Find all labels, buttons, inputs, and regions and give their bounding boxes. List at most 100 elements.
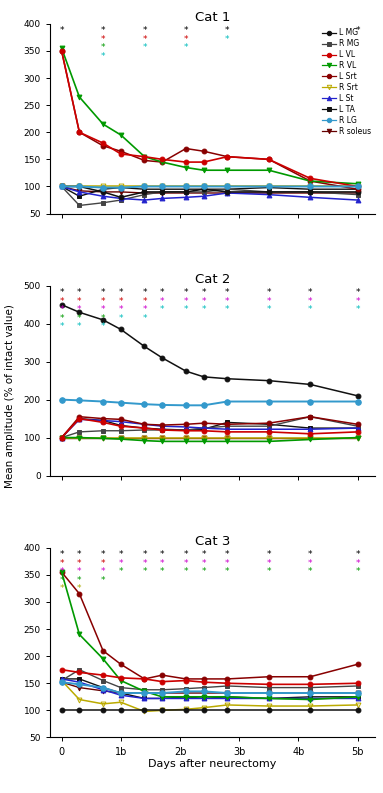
Text: *: * bbox=[201, 567, 206, 577]
Text: *: * bbox=[101, 305, 105, 314]
Text: *: * bbox=[119, 559, 123, 568]
Text: *: * bbox=[308, 567, 313, 577]
Text: *: * bbox=[101, 550, 105, 559]
Text: *: * bbox=[355, 289, 360, 297]
Text: *: * bbox=[142, 289, 147, 297]
Text: *: * bbox=[225, 297, 230, 306]
Text: *: * bbox=[119, 289, 123, 297]
Text: *: * bbox=[201, 305, 206, 314]
Text: *: * bbox=[101, 44, 105, 52]
Text: *: * bbox=[184, 559, 188, 568]
Text: *: * bbox=[142, 44, 147, 52]
Text: *: * bbox=[355, 26, 360, 36]
Text: *: * bbox=[355, 305, 360, 314]
Text: *: * bbox=[77, 297, 82, 306]
Text: *: * bbox=[59, 559, 64, 568]
Text: *: * bbox=[225, 26, 230, 36]
Text: *: * bbox=[77, 289, 82, 297]
Text: *: * bbox=[184, 26, 188, 36]
Text: *: * bbox=[184, 44, 188, 52]
Text: *: * bbox=[119, 305, 123, 314]
Text: *: * bbox=[184, 550, 188, 559]
Text: *: * bbox=[201, 550, 206, 559]
Text: *: * bbox=[101, 559, 105, 568]
Text: *: * bbox=[355, 550, 360, 559]
Text: *: * bbox=[77, 567, 82, 577]
Text: *: * bbox=[59, 584, 64, 593]
Text: *: * bbox=[308, 289, 313, 297]
Text: *: * bbox=[142, 550, 147, 559]
Text: *: * bbox=[59, 297, 64, 306]
Text: *: * bbox=[59, 567, 64, 577]
Text: *: * bbox=[77, 550, 82, 559]
Text: *: * bbox=[267, 289, 271, 297]
Text: *: * bbox=[142, 26, 147, 36]
Text: *: * bbox=[101, 314, 105, 323]
Text: *: * bbox=[355, 567, 360, 577]
Text: *: * bbox=[59, 26, 64, 36]
Text: *: * bbox=[101, 26, 105, 36]
Text: *: * bbox=[119, 550, 123, 559]
Text: *: * bbox=[59, 323, 64, 331]
Text: *: * bbox=[101, 35, 105, 44]
Text: *: * bbox=[201, 289, 206, 297]
Text: *: * bbox=[160, 297, 165, 306]
Text: *: * bbox=[59, 289, 64, 297]
Text: *: * bbox=[267, 550, 271, 559]
Text: *: * bbox=[101, 567, 105, 577]
Text: *: * bbox=[59, 550, 64, 559]
Text: *: * bbox=[225, 559, 230, 568]
Text: Mean amplitude (% of intact value): Mean amplitude (% of intact value) bbox=[5, 305, 15, 488]
Text: *: * bbox=[225, 35, 230, 44]
Text: *: * bbox=[77, 576, 82, 585]
Text: *: * bbox=[142, 314, 147, 323]
Text: *: * bbox=[160, 550, 165, 559]
Text: *: * bbox=[101, 323, 105, 331]
Text: *: * bbox=[184, 297, 188, 306]
Text: *: * bbox=[59, 314, 64, 323]
Text: *: * bbox=[142, 559, 147, 568]
Text: *: * bbox=[119, 567, 123, 577]
Text: *: * bbox=[201, 559, 206, 568]
Text: *: * bbox=[184, 289, 188, 297]
Text: *: * bbox=[355, 559, 360, 568]
Text: *: * bbox=[77, 559, 82, 568]
Text: *: * bbox=[267, 559, 271, 568]
Text: *: * bbox=[119, 297, 123, 306]
Text: *: * bbox=[101, 289, 105, 297]
Legend: L MG, R MG, L VL, R VL, L Srt, R Srt, L St, L TA, R LG, R soleus: L MG, R MG, L VL, R VL, L Srt, R Srt, L … bbox=[321, 28, 372, 136]
Text: *: * bbox=[119, 314, 123, 323]
Text: *: * bbox=[355, 297, 360, 306]
Text: *: * bbox=[184, 305, 188, 314]
Text: *: * bbox=[308, 559, 313, 568]
Title: Cat 3: Cat 3 bbox=[195, 534, 230, 548]
Text: *: * bbox=[267, 305, 271, 314]
Text: *: * bbox=[308, 297, 313, 306]
Text: *: * bbox=[77, 323, 82, 331]
Text: *: * bbox=[101, 297, 105, 306]
Text: *: * bbox=[59, 305, 64, 314]
Text: *: * bbox=[160, 289, 165, 297]
Text: *: * bbox=[77, 305, 82, 314]
Text: *: * bbox=[267, 567, 271, 577]
Text: *: * bbox=[160, 305, 165, 314]
Text: *: * bbox=[225, 550, 230, 559]
Text: *: * bbox=[201, 297, 206, 306]
Title: Cat 2: Cat 2 bbox=[195, 273, 230, 285]
Text: *: * bbox=[160, 567, 165, 577]
Text: *: * bbox=[225, 305, 230, 314]
Text: *: * bbox=[101, 52, 105, 61]
Text: *: * bbox=[160, 559, 165, 568]
Text: *: * bbox=[142, 305, 147, 314]
Text: *: * bbox=[142, 35, 147, 44]
Title: Cat 1: Cat 1 bbox=[195, 11, 230, 24]
Text: *: * bbox=[267, 297, 271, 306]
Text: *: * bbox=[308, 550, 313, 559]
Text: *: * bbox=[184, 567, 188, 577]
Text: *: * bbox=[225, 289, 230, 297]
Text: *: * bbox=[225, 567, 230, 577]
Text: *: * bbox=[59, 576, 64, 585]
Text: *: * bbox=[308, 305, 313, 314]
Text: *: * bbox=[142, 567, 147, 577]
Text: *: * bbox=[101, 576, 105, 585]
